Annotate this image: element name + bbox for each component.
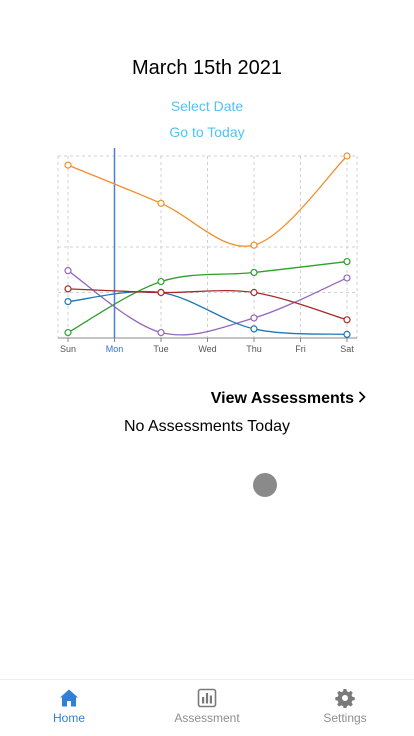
tab-settings-label: Settings bbox=[323, 711, 367, 725]
series-point bbox=[64, 298, 72, 306]
go-to-today-button[interactable]: Go to Today bbox=[169, 124, 245, 140]
page-title: March 15th 2021 bbox=[131, 57, 283, 79]
weekly-line-chart: Sun Mon Tue Wed Thu Fri Sat bbox=[57, 148, 358, 354]
x-tick-label: Fri bbox=[295, 344, 306, 354]
tab-assessment-label: Assessment bbox=[174, 711, 240, 725]
x-tick-label: Sat bbox=[340, 344, 354, 354]
x-tick-label: Mon bbox=[106, 344, 124, 354]
series-point bbox=[343, 257, 351, 266]
series-point bbox=[157, 328, 165, 337]
view-assessments-button[interactable]: View Assessments bbox=[211, 389, 366, 409]
empty-assessments-message: No Assessments Today bbox=[123, 418, 290, 435]
series-point bbox=[64, 267, 72, 275]
chevron-right-icon bbox=[358, 389, 366, 409]
series-point bbox=[157, 288, 165, 297]
x-tick-label: Tue bbox=[153, 344, 168, 354]
home-icon bbox=[60, 689, 78, 707]
series-point bbox=[343, 274, 351, 282]
bottom-tab-bar: Home Assessment Settings bbox=[0, 679, 414, 736]
weekly-chart: Sun Mon Tue Wed Thu Fri Sat bbox=[48, 148, 364, 365]
gear-icon bbox=[335, 689, 355, 708]
series-point bbox=[343, 330, 351, 338]
series-point bbox=[157, 277, 165, 286]
series-point bbox=[343, 152, 351, 160]
tab-assessment[interactable]: Assessment bbox=[138, 680, 276, 736]
tab-settings[interactable]: Settings bbox=[276, 680, 414, 736]
series-point bbox=[64, 285, 72, 293]
view-assessments-label: View Assessments bbox=[210, 390, 354, 407]
bar-chart-icon bbox=[197, 688, 217, 708]
series-line-4 bbox=[67, 288, 348, 321]
series-point bbox=[64, 161, 72, 169]
floating-touch-indicator[interactable] bbox=[253, 473, 277, 497]
series-line-2 bbox=[67, 270, 348, 336]
tab-home[interactable]: Home bbox=[0, 680, 138, 736]
x-tick-label: Sun bbox=[60, 344, 76, 354]
x-tick-label: Wed bbox=[198, 344, 216, 354]
select-date-button[interactable]: Select Date bbox=[170, 98, 244, 114]
series-point bbox=[250, 268, 258, 277]
series-point bbox=[250, 325, 258, 333]
series-line-0 bbox=[67, 155, 348, 247]
tab-home-label: Home bbox=[52, 711, 85, 725]
series-point bbox=[250, 314, 258, 322]
series-line-3 bbox=[67, 290, 348, 336]
series-line-1 bbox=[67, 260, 348, 334]
series-point bbox=[343, 316, 351, 324]
series-point bbox=[250, 241, 258, 249]
series-point bbox=[250, 288, 258, 297]
series-point bbox=[157, 199, 165, 207]
x-tick-label: Thu bbox=[246, 344, 262, 354]
series-point bbox=[64, 328, 72, 337]
